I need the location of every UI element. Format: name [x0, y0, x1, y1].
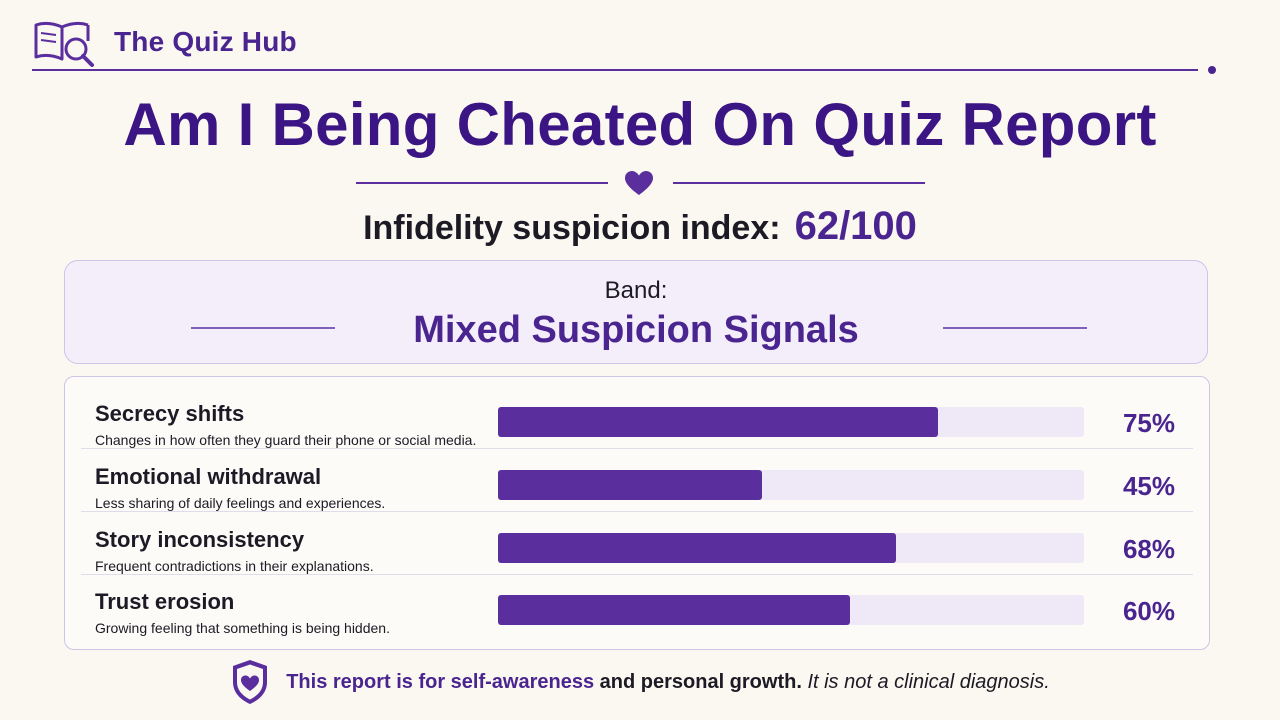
page-title: Am I Being Cheated On Quiz Report: [123, 91, 1157, 158]
band-divider-left: [191, 327, 335, 329]
band-value: Mixed Suspicion Signals: [413, 309, 859, 351]
metric-description: Frequent contradictions in their explana…: [95, 558, 374, 574]
metric-bar-fill: [498, 595, 850, 625]
metric-bar-track: [498, 407, 1084, 437]
heart-icon: [625, 171, 653, 195]
metric-bar-fill: [498, 533, 897, 563]
metric-description: Changes in how often they guard their ph…: [95, 432, 477, 448]
disclaimer-italic: It is not a clinical diagnosis.: [801, 670, 1050, 693]
score-value: 62/100: [794, 204, 917, 248]
band-divider-right: [943, 327, 1087, 329]
row-divider: [81, 574, 1193, 575]
disclaimer-bold: and personal growth.: [594, 670, 802, 693]
metric-row-story-inconsistency: Story inconsistency Frequent contradicti…: [65, 513, 1209, 575]
row-divider: [81, 511, 1193, 512]
header-divider: [32, 69, 1198, 71]
metric-bar-fill: [498, 407, 938, 437]
row-divider: [81, 448, 1193, 449]
score-label: Infidelity suspicion index:: [363, 209, 781, 247]
metric-percent: 45%: [1122, 471, 1175, 501]
metric-description: Less sharing of daily feelings and exper…: [95, 495, 386, 511]
title-divider-right: [673, 182, 925, 184]
metrics-panel: Secrecy shifts Changes in how often they…: [64, 376, 1210, 650]
metric-row-trust-erosion: Trust erosion Growing feeling that somet…: [65, 575, 1209, 637]
metric-percent: 75%: [1122, 408, 1175, 438]
metric-row-emotional-withdrawal: Emotional withdrawal Less sharing of dai…: [65, 450, 1209, 512]
shield-heart-icon: [233, 660, 268, 704]
brand-name[interactable]: The Quiz Hub: [114, 26, 297, 57]
metric-name: Emotional withdrawal: [95, 464, 322, 489]
header-divider-dot: [1208, 66, 1216, 74]
disclaimer-text: This report is for self-awareness and pe…: [286, 671, 1050, 694]
band-panel: Band: Mixed Suspicion Signals: [64, 260, 1208, 364]
book-magnifier-icon: [34, 21, 94, 67]
header: The Quiz Hub: [32, 14, 297, 70]
metric-bar-fill: [498, 470, 762, 500]
disclaimer: This report is for self-awareness and pe…: [0, 656, 1280, 708]
metric-name: Story inconsistency: [95, 527, 305, 552]
disclaimer-highlight: This report is for self-awareness: [286, 670, 595, 693]
metric-row-secrecy-shifts: Secrecy shifts Changes in how often they…: [65, 387, 1209, 449]
band-label: Band:: [604, 277, 668, 304]
metric-percent: 68%: [1122, 534, 1175, 564]
metric-bar-track: [498, 533, 1084, 563]
metric-bar-track: [498, 470, 1084, 500]
metric-bar-track: [498, 595, 1084, 625]
title-divider-left: [356, 182, 608, 184]
metric-description: Growing feeling that something is being …: [95, 620, 390, 636]
score-row: Infidelity suspicion index: 62/100: [0, 204, 1280, 249]
metric-name: Secrecy shifts: [95, 401, 245, 426]
metric-percent: 60%: [1122, 596, 1175, 626]
metric-name: Trust erosion: [95, 589, 235, 614]
